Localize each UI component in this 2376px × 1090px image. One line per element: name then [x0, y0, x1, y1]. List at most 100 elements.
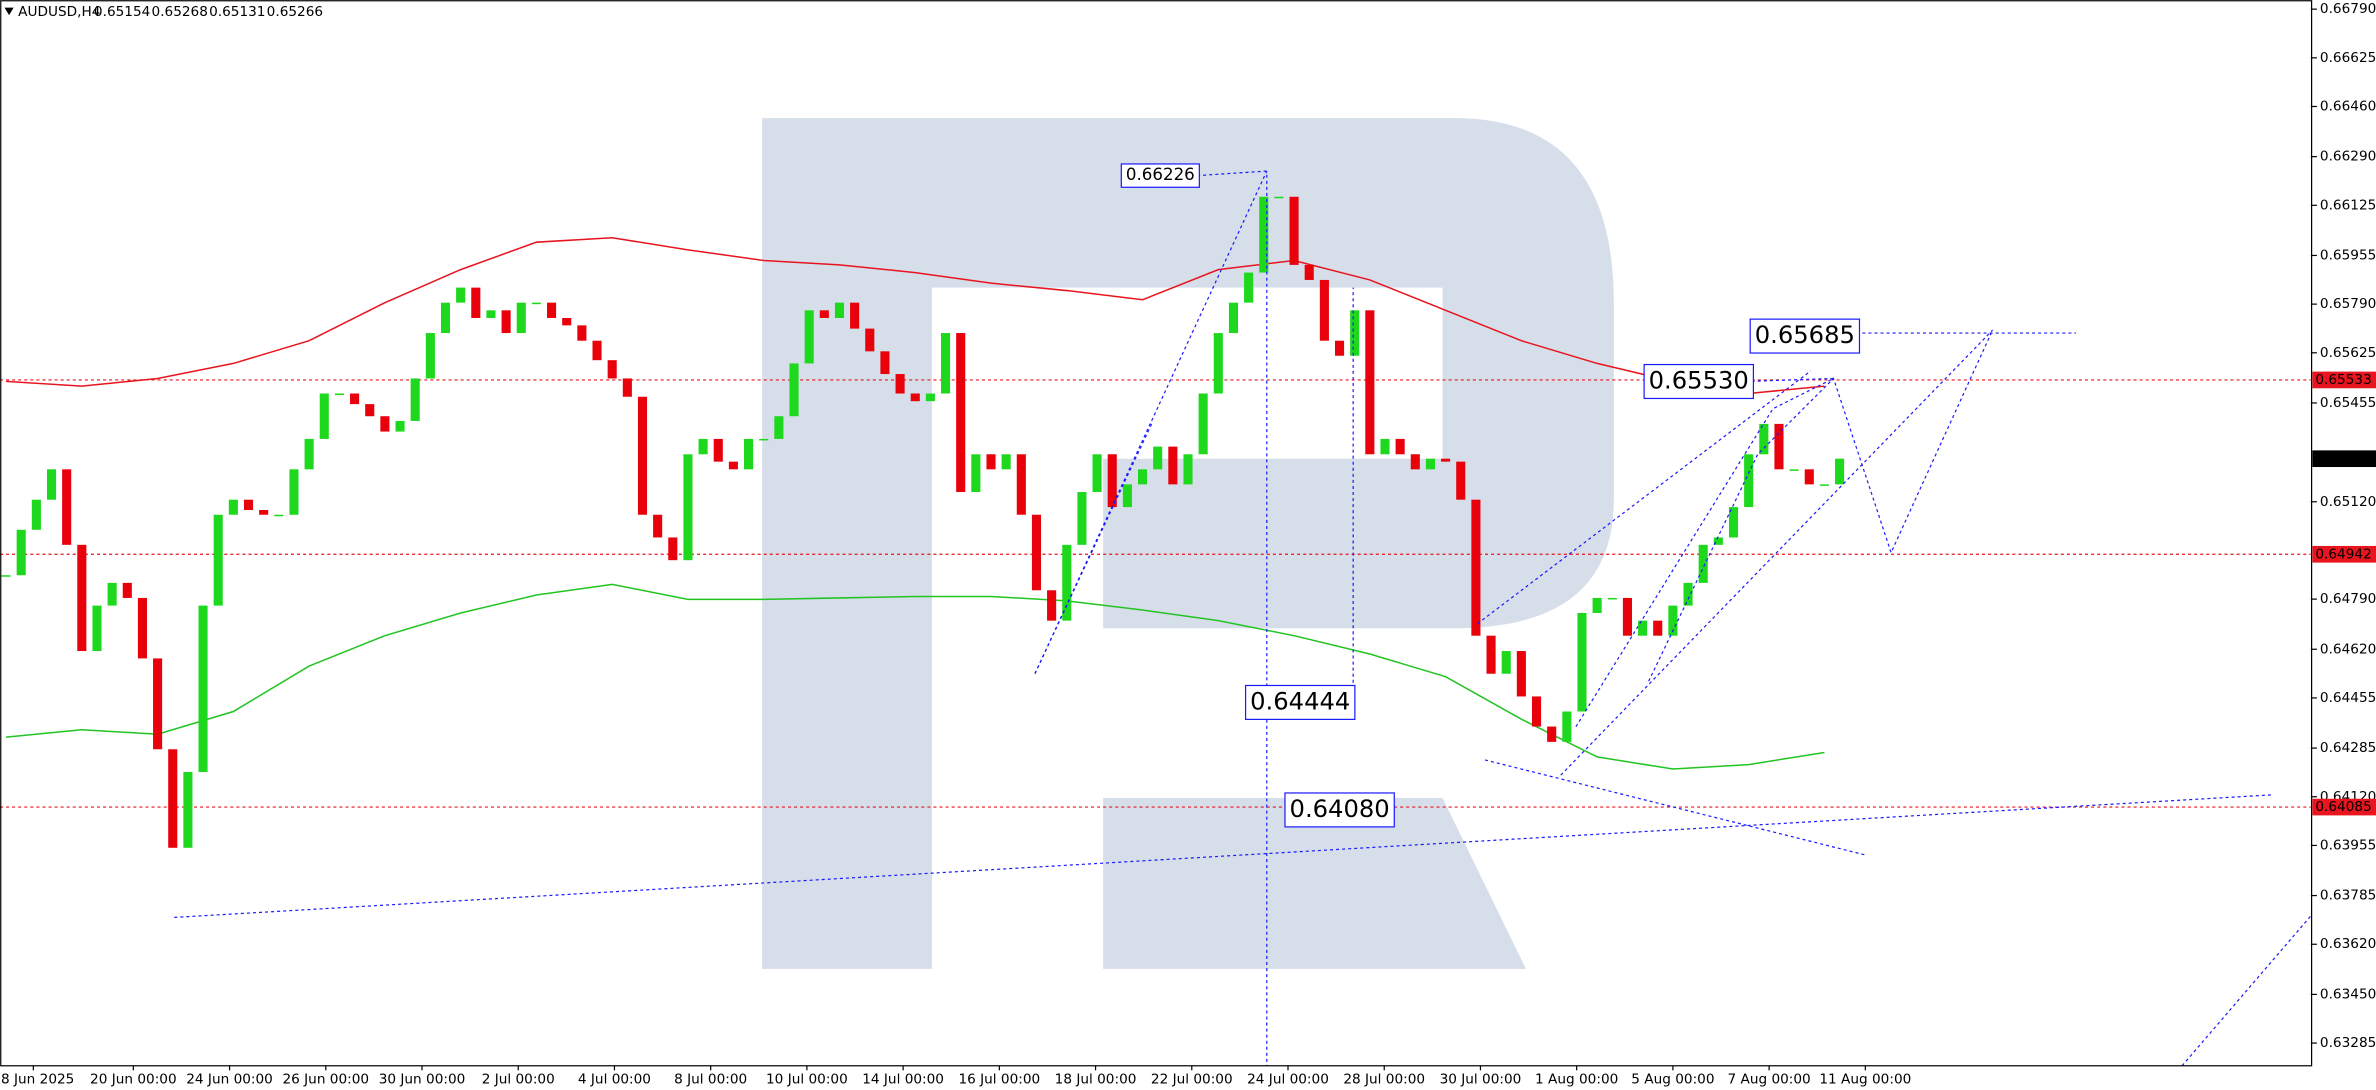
candle [1471, 499, 1481, 636]
candle [744, 438, 754, 470]
annotation-box [1120, 163, 1200, 188]
watermark-leg [1103, 797, 1526, 969]
candle [471, 287, 481, 318]
candle [1228, 302, 1239, 334]
candle [804, 310, 814, 364]
price-annotation: 0.66226 [1126, 165, 1195, 184]
candle [1668, 605, 1678, 636]
candle [531, 302, 541, 305]
y-tick-label: 0.63450 [2320, 986, 2376, 1002]
candle [728, 461, 738, 470]
candle [1638, 620, 1648, 636]
candle [259, 510, 269, 515]
candle [1259, 196, 1269, 273]
candle [1774, 423, 1784, 470]
candle [607, 360, 617, 379]
candle [941, 333, 951, 394]
candle [1016, 454, 1026, 515]
candle [168, 749, 178, 848]
annotation-box [1244, 684, 1356, 721]
candle [228, 499, 238, 515]
y-tick-label: 0.65790 [2320, 296, 2376, 312]
candle [334, 393, 344, 396]
candle [1, 575, 11, 577]
candle [789, 363, 799, 417]
watermark [762, 118, 1614, 969]
price-annotation: 0.65685 [1755, 321, 1855, 349]
y-tick-label: 0.64285 [2320, 740, 2376, 756]
candle [516, 302, 526, 334]
price-tag [2312, 450, 2376, 468]
symbol: AUDUSD,H4 [18, 4, 100, 20]
candle [1562, 711, 1572, 742]
candle [637, 396, 648, 515]
candle [774, 416, 784, 439]
candle [1031, 514, 1042, 591]
candle [1835, 458, 1845, 485]
price-tag-label: 0.65266 [2315, 451, 2371, 467]
moving-average [5, 583, 1825, 770]
y-tick-label: 0.64790 [2320, 591, 2376, 607]
candle [289, 469, 299, 515]
candle [31, 499, 41, 530]
annotation-box [1284, 792, 1395, 828]
price-tag-label: 0.65533 [2315, 372, 2371, 388]
candle [1168, 446, 1178, 485]
candle [1350, 310, 1360, 356]
candle [62, 469, 72, 545]
x-tick-label: 18 Jul 00:00 [1055, 1071, 1137, 1087]
candle [1153, 446, 1163, 470]
menu-arrow[interactable] [4, 7, 14, 16]
candle [1395, 438, 1405, 455]
candle [1319, 279, 1329, 341]
candle [1183, 454, 1193, 485]
x-tick-label: 2 Jul 00:00 [482, 1071, 555, 1087]
candle [986, 454, 996, 470]
candle [1577, 612, 1587, 712]
candle [713, 438, 723, 462]
x-tick-label: 26 Jun 00:00 [282, 1071, 369, 1087]
candle [319, 393, 329, 439]
trend-line [1745, 377, 1834, 383]
watermark-bowl [762, 118, 1614, 969]
candle [1698, 544, 1708, 583]
candle [107, 582, 117, 606]
x-tick-label: 28 Jul 00:00 [1343, 1071, 1425, 1087]
candle [1441, 458, 1451, 462]
candle [274, 514, 284, 517]
candle [577, 325, 587, 341]
candle [1001, 454, 1011, 470]
candle [910, 393, 920, 402]
y-tick-label: 0.66790 [2320, 1, 2376, 17]
y-tick-label: 0.65120 [2320, 494, 2376, 510]
candle [243, 499, 254, 511]
candle [698, 438, 708, 455]
candle [1365, 310, 1375, 455]
x-tick-label: 24 Jul 00:00 [1247, 1071, 1329, 1087]
candle [819, 310, 829, 318]
candle [440, 302, 451, 334]
candle [1531, 696, 1542, 727]
candle [198, 605, 208, 772]
price-annotation: 0.65530 [1649, 367, 1749, 395]
x-tick-label: 20 Jun 00:00 [90, 1071, 177, 1087]
x-tick-label: 4 Jul 00:00 [578, 1071, 651, 1087]
candle [1607, 597, 1617, 600]
candle [759, 438, 769, 441]
trend-line [1560, 329, 1994, 776]
y-tick-label: 0.64620 [2320, 641, 2376, 657]
candle [425, 333, 435, 379]
x-tick-label: 5 Aug 00:00 [1631, 1071, 1714, 1087]
trend-line [1648, 329, 1994, 682]
candle [304, 438, 314, 470]
candle [1213, 333, 1223, 394]
candle [880, 351, 890, 375]
candle [1592, 597, 1602, 613]
x-tick-label: 14 Jul 00:00 [862, 1071, 944, 1087]
candle [1516, 651, 1526, 697]
candle [486, 310, 496, 318]
candle [1137, 469, 1148, 485]
candle [956, 333, 966, 493]
candle [1274, 196, 1284, 199]
